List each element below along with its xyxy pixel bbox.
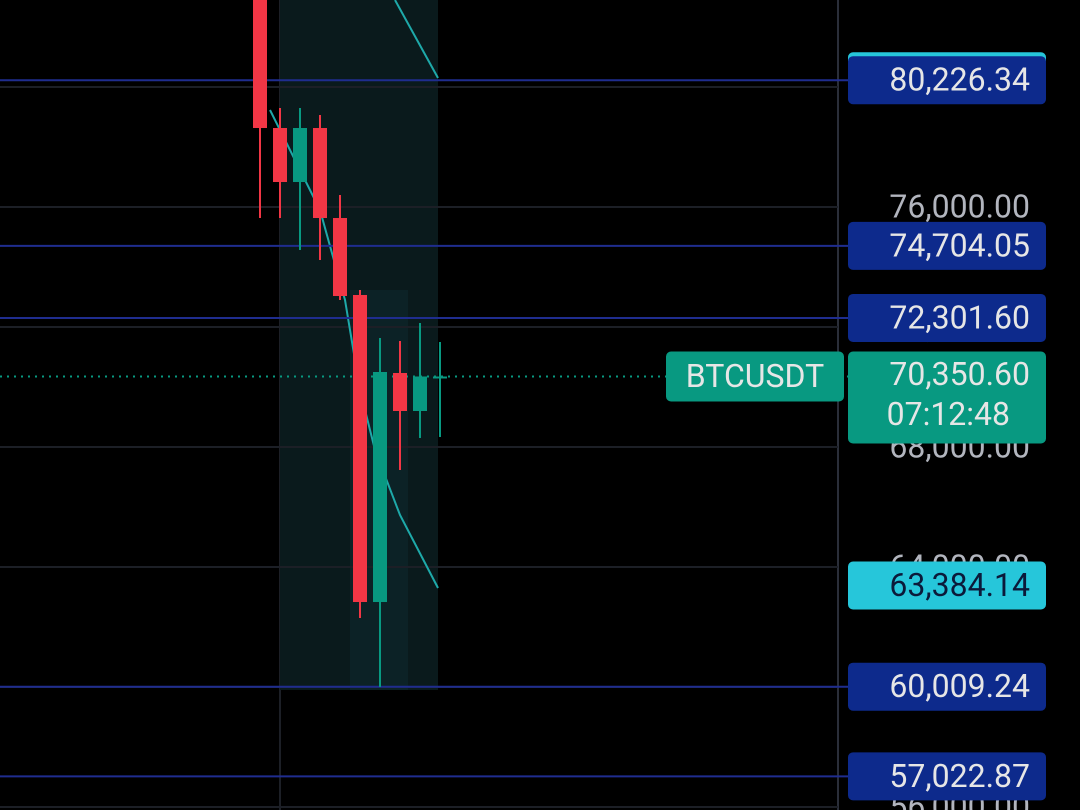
candle-body <box>293 128 307 183</box>
price-label: 60,009.24 <box>889 667 1030 705</box>
candle-body <box>253 0 267 129</box>
price-label: 80,226.34 <box>889 61 1030 99</box>
y-tick-label: 76,000.00 <box>889 187 1030 225</box>
candle-body <box>373 372 387 603</box>
label-layer: 56,000.0060,000.0064,000.0068,000.0072,0… <box>666 52 1046 810</box>
price-label-box <box>848 293 1046 342</box>
candle-body <box>273 128 287 183</box>
countdown-label: 07:12:48 <box>887 395 1010 433</box>
candle-body <box>413 376 427 411</box>
price-label-box <box>848 752 1046 801</box>
candle-body <box>433 376 447 379</box>
current-price-label: 70,350.60 <box>889 355 1030 393</box>
candle-body <box>393 372 407 411</box>
candle-layer <box>253 0 447 687</box>
level-layer <box>0 79 848 778</box>
price-label: 72,301.60 <box>889 298 1030 336</box>
candle-body <box>353 294 367 603</box>
price-label-box <box>848 561 1046 610</box>
price-label: 74,704.05 <box>889 226 1030 264</box>
candle-body <box>333 218 347 297</box>
current-price-box <box>848 351 1046 444</box>
candle-body <box>313 128 327 219</box>
price-label-box <box>848 662 1046 711</box>
price-label-box <box>848 221 1046 270</box>
indicator-line <box>394 0 439 79</box>
symbol-box <box>666 351 844 402</box>
price-label-box <box>848 56 1046 105</box>
price-label: 63,384.14 <box>889 566 1030 604</box>
price-label: 57,022.87 <box>889 757 1030 795</box>
symbol-label: BTCUSDT <box>686 357 824 395</box>
